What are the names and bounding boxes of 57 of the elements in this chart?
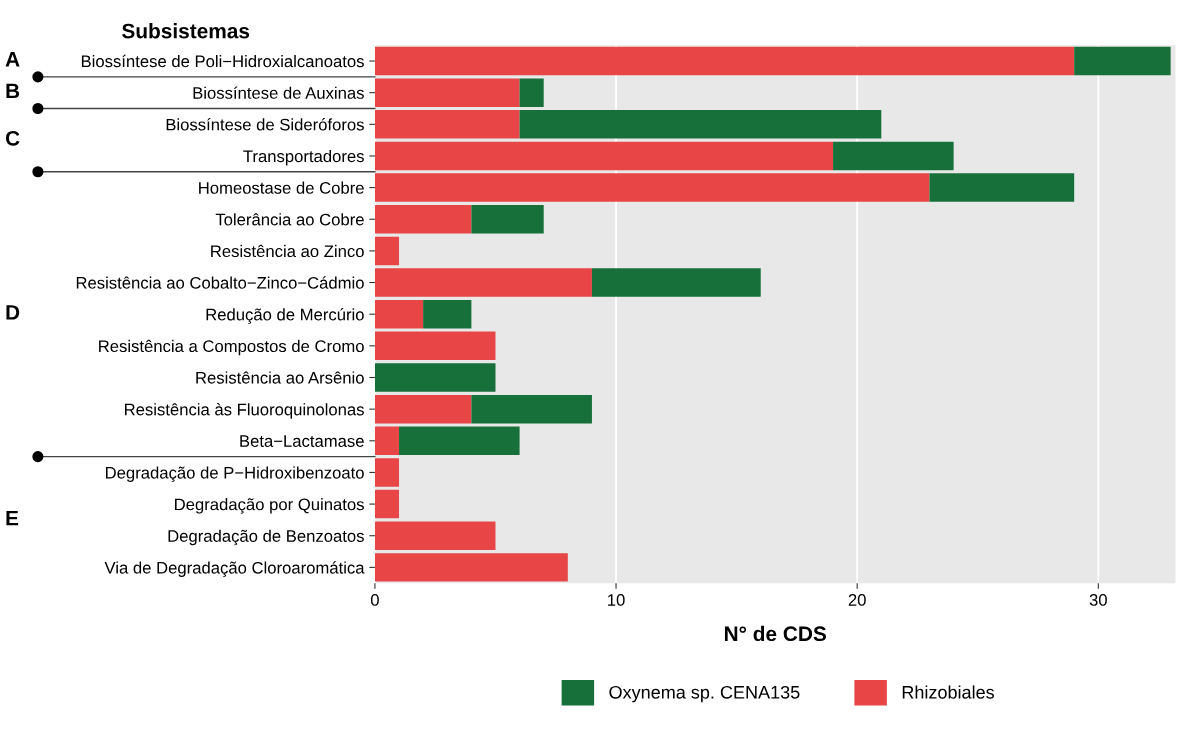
bar xyxy=(374,78,520,107)
y-tick-label: Tolerância ao Cobre xyxy=(215,213,364,226)
bar xyxy=(374,426,400,456)
bar xyxy=(374,331,496,361)
y-tick-label: Degradação de Benzoatos xyxy=(168,529,364,546)
bar xyxy=(374,205,472,234)
y-tick-label: Biossíntese de Auxinas xyxy=(193,86,364,99)
bar xyxy=(374,521,496,550)
x-axis-title: N° de CDS xyxy=(724,625,827,642)
x-tick-label: 20 xyxy=(848,594,866,606)
bar xyxy=(374,363,496,392)
x-tick-label: 30 xyxy=(1089,594,1107,606)
y-tick-label: Resistência a Compostos de Cromo xyxy=(99,339,364,356)
text: E xyxy=(6,510,19,526)
bar xyxy=(929,173,1075,202)
bar xyxy=(519,78,544,107)
bar xyxy=(374,141,834,171)
bar xyxy=(374,553,568,582)
x-tick-label: 10 xyxy=(608,594,625,606)
y-tick-label: Homeostase de Cobre xyxy=(199,181,364,194)
y-tick-label: Redução de Mercúrio xyxy=(206,308,364,324)
bar xyxy=(591,268,761,297)
text: A xyxy=(5,52,20,67)
bar xyxy=(1074,46,1171,76)
y-tick-label: Resistência às Fluoroquinolonas xyxy=(125,403,364,419)
y-tick-label: Via de Degradação Cloroaromática xyxy=(104,561,365,578)
bar xyxy=(374,489,400,519)
y-tick-label: Transportadores xyxy=(243,149,364,166)
bar xyxy=(374,46,1075,76)
bar xyxy=(374,394,472,424)
legend-label: Oxynema sp. CENA135 xyxy=(609,685,800,703)
bar xyxy=(471,394,592,424)
bar xyxy=(519,110,882,139)
bar xyxy=(374,268,592,297)
bar xyxy=(374,173,930,202)
y-tick-label: Biossíntese de Poli−Hidroxialcanoatos xyxy=(81,54,364,68)
x-tick-label: 0 xyxy=(370,594,379,606)
text: Subsistemas xyxy=(122,23,250,39)
bar xyxy=(374,236,400,266)
bar xyxy=(399,426,520,456)
text: B xyxy=(6,83,20,99)
legend-label: Rhizobiales xyxy=(902,685,995,699)
y-tick-label: Resistência ao Arsênio xyxy=(196,371,364,384)
bar xyxy=(374,299,424,329)
y-tick-label: Degradação por Quinatos xyxy=(175,498,364,514)
bar xyxy=(833,141,954,171)
bar xyxy=(374,458,400,487)
y-tick-label: Beta−Lactamase xyxy=(240,435,364,447)
y-tick-label: Biossíntese de Sideróforos xyxy=(166,118,364,131)
bar xyxy=(471,205,544,234)
bar xyxy=(374,110,520,139)
bar xyxy=(423,299,472,329)
y-tick-label: Degradação de P−Hidroxibenzoato xyxy=(105,466,364,483)
y-tick-label: Resistência ao Cobalto−Zinco−Cádmio xyxy=(76,276,364,289)
text: D xyxy=(6,305,20,320)
y-tick-label: Resistência ao Zinco xyxy=(211,244,364,258)
text: C xyxy=(5,130,20,146)
